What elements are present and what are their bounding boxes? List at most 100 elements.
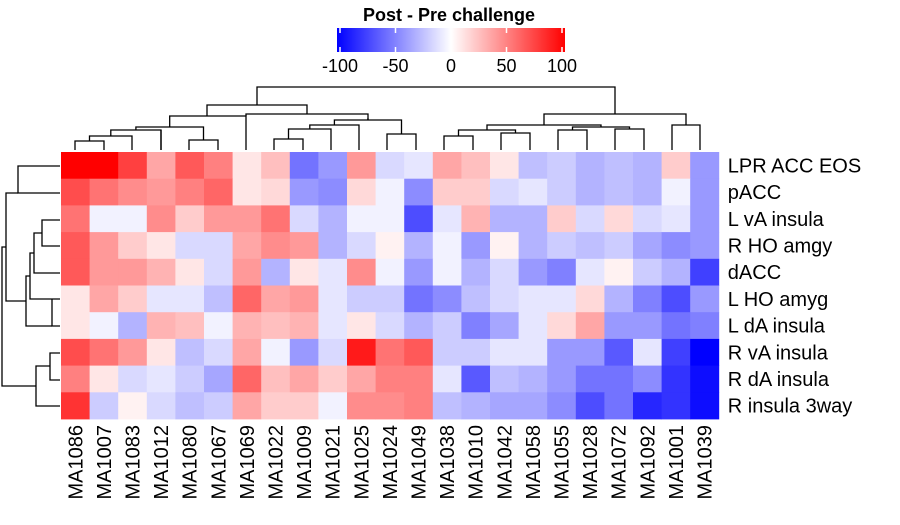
heatmap-cell — [146, 152, 176, 180]
heatmap-cell — [490, 392, 519, 420]
heatmap-cell — [375, 285, 405, 313]
heatmap-cell — [661, 178, 691, 206]
heatmap-cell — [461, 178, 491, 206]
heatmap-cell — [175, 178, 205, 206]
row-label: R HO amgy — [728, 235, 832, 257]
heatmap-cell — [432, 312, 462, 340]
heatmap-cell — [633, 365, 662, 393]
heatmap-cell — [347, 205, 376, 233]
heatmap-cell — [432, 365, 462, 393]
heatmap-cell — [289, 258, 319, 286]
heatmap-cell — [575, 152, 605, 180]
column-dendrogram — [74, 86, 701, 150]
heatmap-cell — [175, 258, 205, 286]
heatmap-cell — [518, 365, 548, 393]
column-label: MA1092 — [637, 425, 659, 500]
heatmap-cell — [347, 312, 376, 340]
heatmap-cell — [232, 232, 262, 260]
heatmap-cell — [547, 205, 577, 233]
heatmap-cell — [61, 152, 90, 180]
heatmap-cell — [633, 152, 662, 180]
heatmap-cell — [604, 178, 634, 206]
heatmap-cell — [604, 285, 634, 313]
heatmap-cell — [89, 258, 119, 286]
heatmap-cell — [375, 152, 405, 180]
column-label: MA1058 — [523, 425, 545, 500]
heatmap-cell — [575, 232, 605, 260]
heatmap-cell — [175, 205, 205, 233]
heatmap-cell — [204, 232, 233, 260]
legend-tick-label: 50 — [496, 56, 516, 76]
heatmap-cell — [690, 392, 720, 420]
column-label: MA1009 — [294, 425, 316, 500]
heatmap-cell — [118, 392, 148, 420]
heatmap-cell — [490, 338, 519, 366]
heatmap-cell — [490, 205, 519, 233]
heatmap-cell — [604, 312, 634, 340]
heatmap-cell — [633, 178, 662, 206]
row-label: R vA insula — [728, 342, 829, 364]
heatmap-cell — [175, 365, 205, 393]
heatmap-cell — [518, 205, 548, 233]
heatmap-cell — [289, 232, 319, 260]
column-label: MA1028 — [580, 425, 602, 500]
heatmap-cell — [204, 312, 233, 340]
heatmap-cell — [461, 312, 491, 340]
heatmap-cell — [490, 285, 519, 313]
heatmap-cell — [61, 338, 90, 366]
row-label: pACC — [728, 182, 781, 204]
heatmap-cell — [118, 258, 148, 286]
heatmap-cell — [461, 205, 491, 233]
column-label: MA1021 — [323, 425, 345, 500]
heatmap-cell — [432, 285, 462, 313]
heatmap-cell — [547, 232, 577, 260]
heatmap-cell — [690, 258, 720, 286]
heatmap-cell — [318, 392, 348, 420]
heatmap-cell — [347, 338, 376, 366]
heatmap-cell — [490, 178, 519, 206]
heatmap-cell — [61, 258, 90, 286]
heatmap-cell — [575, 178, 605, 206]
heatmap-cell — [375, 205, 405, 233]
heatmap-cell — [347, 178, 376, 206]
column-label: MA1007 — [94, 425, 116, 500]
heatmap-cell — [261, 232, 291, 260]
heatmap-cell — [61, 178, 90, 206]
heatmap-cell — [375, 392, 405, 420]
heatmap-cell — [461, 232, 491, 260]
heatmap-cell — [232, 152, 262, 180]
heatmap-cell — [690, 338, 720, 366]
heatmap-cell — [575, 312, 605, 340]
heatmap-cell — [404, 285, 434, 313]
heatmap-cell — [404, 232, 434, 260]
heatmap-cell — [461, 365, 491, 393]
heatmap-cell — [232, 312, 262, 340]
heatmap-cell — [318, 285, 348, 313]
row-labels: LPR ACC EOS pACC L vA insula R HO amgy dACC L… — [728, 155, 861, 417]
column-label: MA1083 — [123, 425, 145, 500]
heatmap-cell — [490, 232, 519, 260]
heatmap-cell — [146, 178, 176, 206]
heatmap-cell — [604, 152, 634, 180]
heatmap-cell — [375, 338, 405, 366]
heatmap-cell — [175, 152, 205, 180]
heatmap-cell — [432, 392, 462, 420]
heatmap-cell — [232, 365, 262, 393]
heatmap-cell — [146, 232, 176, 260]
heatmap-cell — [633, 258, 662, 286]
heatmap-cell — [261, 285, 291, 313]
heatmap-cell — [232, 178, 262, 206]
heatmap-cell — [289, 285, 319, 313]
heatmap-cell — [575, 285, 605, 313]
heatmap-cell — [146, 338, 176, 366]
heatmap-cell — [175, 285, 205, 313]
heatmap-cell — [318, 312, 348, 340]
heatmap-cell — [89, 205, 119, 233]
heatmap-cell — [575, 338, 605, 366]
heatmap-cell — [461, 338, 491, 366]
heatmap-cell — [404, 258, 434, 286]
heatmap-cell — [204, 205, 233, 233]
heatmap-cell — [89, 232, 119, 260]
heatmap-cell — [518, 152, 548, 180]
